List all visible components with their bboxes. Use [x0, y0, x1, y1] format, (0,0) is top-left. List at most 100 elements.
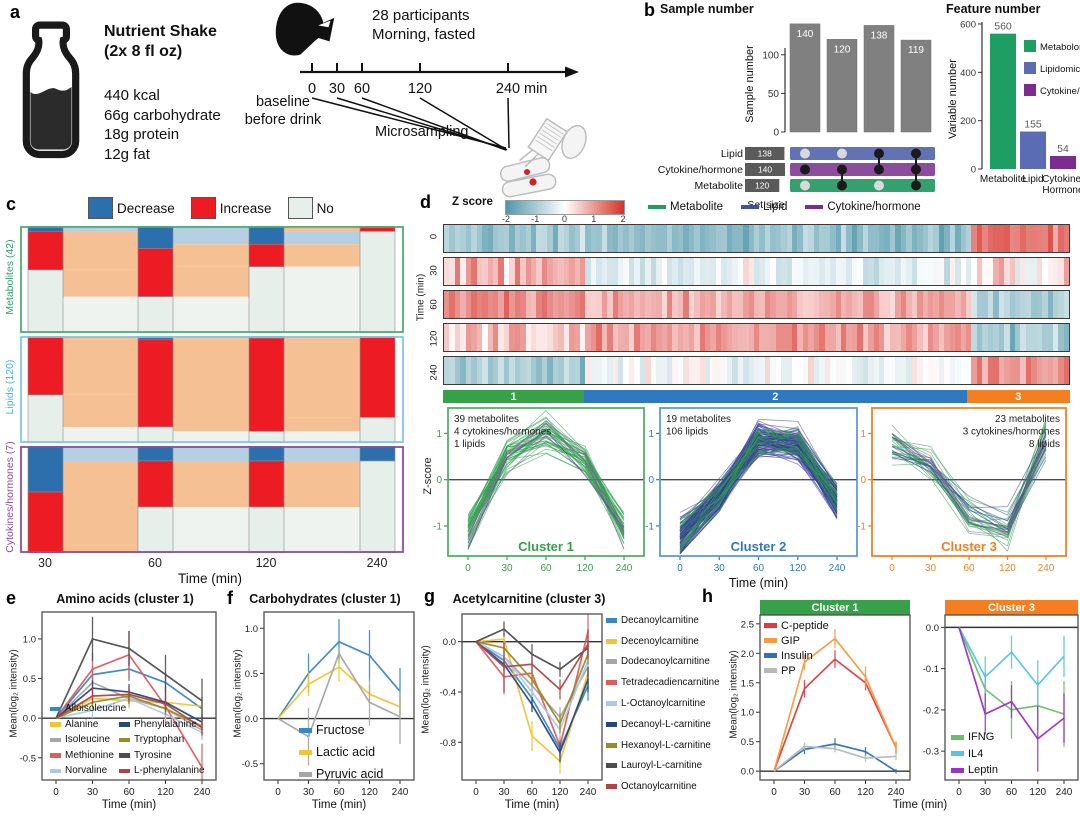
upset-dot-off [837, 148, 847, 159]
alluvial-node-inc [248, 243, 285, 267]
IL4-swatch [951, 751, 964, 757]
heatmap-strip [922, 357, 928, 384]
upset-row-label: Lipid [721, 148, 743, 160]
heatmap-strip [639, 258, 646, 285]
series-line-Pyruvic acid [277, 651, 401, 738]
heatmap-strip [482, 357, 488, 384]
heatmap-strip [879, 324, 885, 351]
heatmap-strip [792, 258, 798, 285]
heatmap-strip [536, 258, 542, 285]
heatmap-strip [1042, 225, 1048, 252]
heatmap-strip [911, 357, 918, 384]
cluster-annotation: 39 metabolites [454, 414, 519, 425]
heatmap-strip [666, 225, 673, 252]
carbohydrates-legend: Fructose Lactic acid Pyruvic acid [299, 719, 383, 785]
feature-bar [990, 33, 1016, 170]
heatmap-strip [1025, 324, 1032, 351]
heatmap-strip [824, 291, 831, 318]
heatmap-strip [753, 324, 760, 351]
alluvial-lipids [20, 336, 404, 443]
heatmap-strip [618, 324, 624, 351]
Isoleucine-swatch [50, 737, 61, 742]
heatmap-strip [862, 258, 869, 285]
c-x-tick: 240 [366, 556, 388, 570]
feature-x-label: Lipid [1022, 174, 1043, 185]
profile-line-purple [467, 420, 625, 549]
heatmap-strip [531, 291, 537, 318]
heatmap-strip [933, 258, 939, 285]
heatmap-strip [1058, 324, 1064, 351]
heatmap-strip [846, 258, 852, 285]
legend-item: Decenoylcarnitine [606, 631, 720, 652]
heatmap-strip [1047, 225, 1053, 252]
heatmap-strip [487, 291, 493, 318]
profile-line-blue [467, 430, 625, 550]
heatmap-strip [596, 357, 602, 384]
heatmap-strip [710, 258, 716, 285]
alluvial-ribbon [284, 446, 360, 461]
heatmap-strip [525, 324, 531, 351]
heatmap-strip [1031, 258, 1037, 285]
heatmap-strip [547, 324, 553, 351]
Tyrosine-swatch [119, 753, 130, 758]
series-line-Octanoylcarnitine [475, 641, 589, 691]
heatmap-strip [743, 225, 749, 252]
heatmap-strip [563, 258, 570, 285]
legend-item: Hexanoyl-L-carnitine [606, 735, 720, 756]
heatmap-strip [1047, 324, 1053, 351]
h-x-axis-label: Time (min) [892, 799, 948, 811]
heatmap-strip [775, 258, 782, 285]
heatmap-strip [574, 225, 580, 252]
heatmap-strip [607, 225, 613, 252]
heatmap-strip [541, 258, 548, 285]
heatmap-strip [895, 291, 901, 318]
feature-legend-swatch [1024, 62, 1036, 74]
legend-label: Dodecanoylcarnitine [621, 656, 710, 668]
heatmap-strip [944, 291, 950, 318]
heatmap-strip [851, 324, 858, 351]
heatmap-strip [536, 225, 542, 252]
heatmap-strip [677, 225, 684, 252]
heatmap-strip [623, 324, 629, 351]
heatmap-strip [465, 291, 472, 318]
heatmap-strip [737, 324, 744, 351]
heatmap-strip [1053, 324, 1059, 351]
heatmap-strip [835, 258, 841, 285]
milk-bottle-icon [22, 21, 80, 159]
alluvial-ribbon [63, 248, 138, 270]
legend-item: Metabolite [648, 200, 723, 214]
heatmap-strip [525, 357, 531, 384]
heatmap-strip [786, 291, 792, 318]
Increase-swatch [190, 197, 216, 219]
hormones-c3-header: Cluster 3 [945, 600, 1078, 615]
alluvial-node-no [27, 394, 64, 443]
heatmap-strip [759, 291, 765, 318]
heatmap-strip [998, 225, 1005, 252]
upset-bar-value: 138 [871, 30, 888, 41]
heatmap-strip [884, 357, 890, 384]
heatmap-strip [857, 291, 863, 318]
heatmap-strip [547, 357, 553, 384]
heatmap-strip [465, 357, 472, 384]
heatmap-strip [612, 324, 618, 351]
cluster-x-tick-label: 120 [789, 563, 806, 574]
heatmap-strip [666, 324, 673, 351]
heatmap-strip [830, 258, 836, 285]
heatmap-strip [569, 225, 575, 252]
heatmap-strip [781, 324, 787, 351]
IFNG-swatch [951, 734, 964, 740]
heatmap-strip [585, 357, 591, 384]
heatmap-strip [639, 291, 646, 318]
heatmap-strip [558, 291, 564, 318]
legend-label: Alloisoleucine [65, 703, 127, 715]
heatmap-strip [993, 357, 999, 384]
heatmap-strip [715, 291, 722, 318]
blood-drop [529, 178, 537, 186]
alluvial-node-no [248, 506, 285, 553]
alluvial-section-label-cytokines: Cytokines/hormones (7) [4, 441, 16, 553]
alluvial-ribbon [173, 226, 249, 245]
heatmap-strip [618, 225, 624, 252]
alluvial-node-inc [27, 491, 64, 553]
heatmap-strip [900, 357, 907, 384]
legend-item: L-phenylalanine [119, 763, 205, 779]
